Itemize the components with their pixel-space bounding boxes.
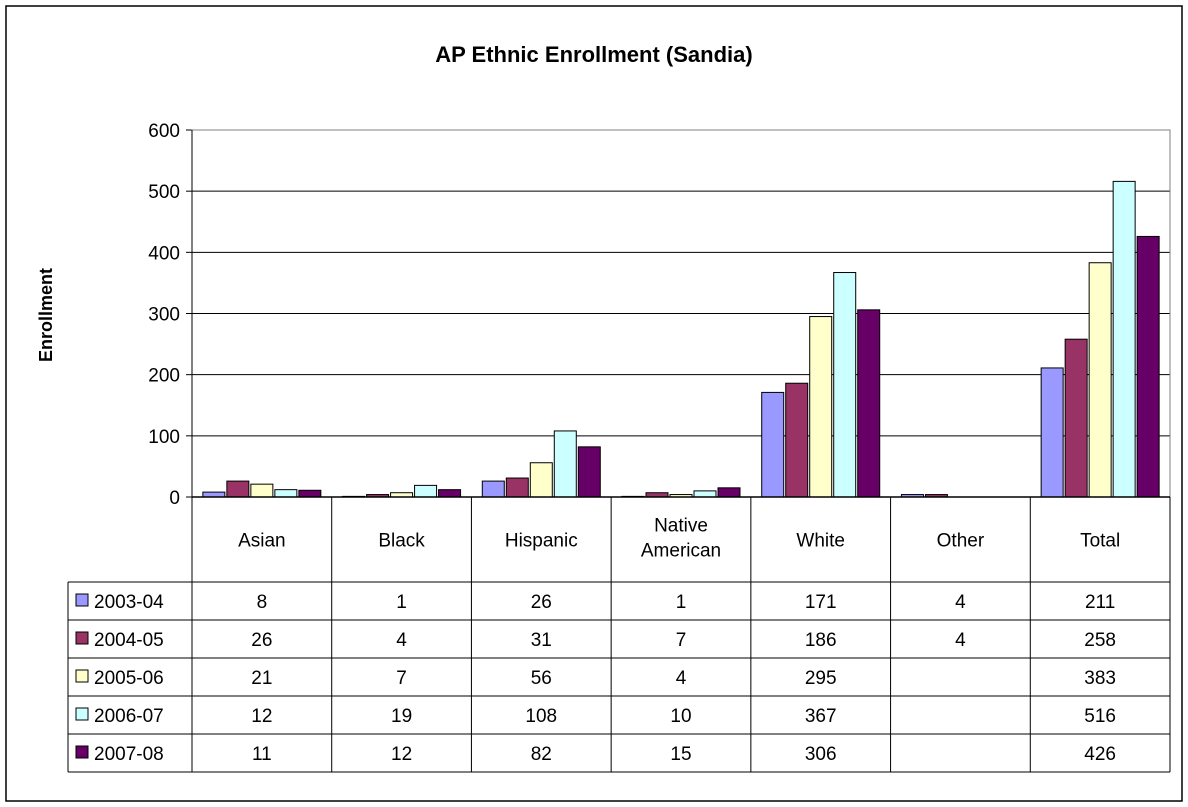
bar-2006-07-white bbox=[833, 272, 857, 498]
bar-2003-04-white bbox=[761, 391, 785, 498]
bar-2003-04-hispanic bbox=[481, 480, 505, 498]
data-table-value: 31 bbox=[531, 630, 552, 651]
legend-swatch-2004-05 bbox=[75, 631, 89, 645]
data-table-value: 1 bbox=[676, 592, 687, 613]
data-table-value: 367 bbox=[805, 706, 837, 727]
bar-2006-07-hispanic bbox=[553, 430, 577, 498]
bar-2005-06-asian bbox=[250, 483, 274, 498]
x-tick-label: Hispanic bbox=[505, 531, 578, 552]
x-tick-label: Black bbox=[378, 531, 425, 552]
bar-2006-07-black bbox=[414, 484, 438, 498]
y-tick-label: 0 bbox=[169, 488, 180, 509]
bar-2004-05-white bbox=[785, 382, 809, 498]
bar-2006-07-asian bbox=[274, 489, 298, 498]
y-tick-label: 200 bbox=[148, 366, 180, 387]
legend-label: 2004-05 bbox=[94, 630, 164, 651]
legend-swatch-2006-07 bbox=[75, 707, 89, 721]
data-table-value: 258 bbox=[1084, 630, 1116, 651]
data-table-value: 4 bbox=[955, 630, 966, 651]
bar-2004-05-hispanic bbox=[505, 477, 529, 498]
bar-2006-07-total bbox=[1112, 180, 1136, 498]
data-table-value: 11 bbox=[252, 744, 272, 765]
data-table-value: 108 bbox=[525, 706, 557, 727]
bar-2005-06-hispanic bbox=[529, 462, 553, 498]
legend-swatch-2005-06 bbox=[75, 669, 89, 683]
bar-2006-07-native-american bbox=[693, 490, 717, 498]
data-table-value: 82 bbox=[531, 744, 552, 765]
y-tick-label: 600 bbox=[148, 121, 180, 142]
y-tick-label: 300 bbox=[148, 305, 180, 326]
data-table-value: 1 bbox=[396, 592, 407, 613]
legend-label: 2006-07 bbox=[94, 706, 164, 727]
data-table-value: 383 bbox=[1084, 668, 1116, 689]
data-table-value: 56 bbox=[531, 668, 552, 689]
legend-label: 2003-04 bbox=[94, 592, 164, 613]
x-tick-label: Asian bbox=[238, 531, 286, 552]
y-axis-label: Enrollment bbox=[36, 268, 56, 362]
legend-label: 2005-06 bbox=[94, 668, 164, 689]
data-table-value: 26 bbox=[251, 630, 272, 651]
legend-swatch-2007-08 bbox=[75, 745, 89, 759]
data-table-value: 12 bbox=[391, 744, 412, 765]
data-table-value: 295 bbox=[805, 668, 837, 689]
data-table-value: 7 bbox=[396, 668, 407, 689]
chart-border bbox=[5, 5, 1183, 802]
x-tick-label: Total bbox=[1080, 531, 1120, 552]
plot-area: 0 100 200 300 400 500 600 bbox=[148, 121, 1171, 509]
x-tick-label: Other bbox=[937, 531, 985, 552]
data-table: Asian Black Hispanic Native American White Oth… bbox=[67, 496, 1171, 773]
data-table-value: 26 bbox=[531, 592, 552, 613]
legend-swatch-2003-04 bbox=[75, 593, 89, 607]
bar-2007-08-hispanic bbox=[577, 446, 601, 498]
data-table-value: 7 bbox=[676, 630, 687, 651]
y-tick-label: 500 bbox=[148, 182, 180, 203]
data-table-value: 186 bbox=[805, 630, 837, 651]
bar-2004-05-asian bbox=[226, 480, 250, 498]
bar-2005-06-white bbox=[809, 316, 833, 498]
bar-2007-08-black bbox=[438, 489, 462, 498]
bar-2003-04-total bbox=[1040, 367, 1064, 498]
data-table-value: 211 bbox=[1085, 592, 1115, 613]
y-tick-label: 400 bbox=[148, 243, 180, 264]
data-table-value: 15 bbox=[670, 744, 691, 765]
x-tick-label: Native American bbox=[641, 516, 721, 562]
bar-2007-08-total bbox=[1136, 235, 1160, 498]
data-table-value: 21 bbox=[251, 668, 272, 689]
legend-label: 2007-08 bbox=[94, 744, 164, 765]
data-table-value: 4 bbox=[396, 630, 407, 651]
y-tick-label: 100 bbox=[148, 427, 180, 448]
data-table-value: 12 bbox=[251, 706, 272, 727]
data-table-value: 426 bbox=[1084, 744, 1116, 765]
data-table-value: 4 bbox=[676, 668, 687, 689]
data-table-value: 171 bbox=[805, 592, 837, 613]
bar-2007-08-white bbox=[857, 309, 881, 498]
bar-2004-05-total bbox=[1064, 338, 1088, 498]
data-table-value: 516 bbox=[1084, 706, 1116, 727]
data-table-value: 306 bbox=[805, 744, 837, 765]
data-table-value: 8 bbox=[257, 592, 268, 613]
data-table-value: 19 bbox=[391, 706, 412, 727]
bar-2005-06-total bbox=[1088, 262, 1112, 498]
chart-title: AP Ethnic Enrollment (Sandia) bbox=[435, 42, 752, 67]
data-table-value: 4 bbox=[955, 592, 966, 613]
bar-2007-08-asian bbox=[298, 489, 322, 498]
bar-2007-08-native-american bbox=[717, 487, 741, 498]
x-tick-label: White bbox=[796, 531, 845, 552]
data-table-value: 10 bbox=[670, 706, 691, 727]
